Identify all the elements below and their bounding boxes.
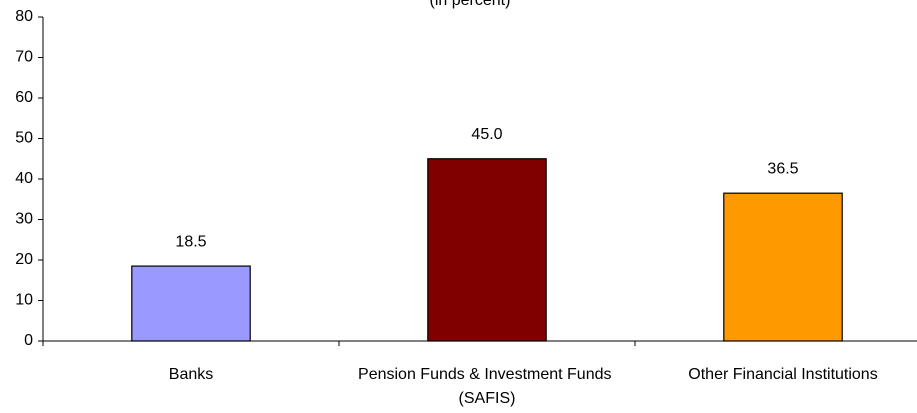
x-tick-label: Other Financial Institutions — [688, 366, 877, 383]
y-tick-label: 40 — [15, 170, 33, 187]
y-tick-label: 80 — [15, 8, 33, 25]
y-tick-label: 0 — [24, 332, 33, 349]
bar — [427, 158, 547, 342]
bar — [131, 265, 251, 342]
y-tick-label: 20 — [15, 251, 33, 268]
x-tick-label: Banks — [169, 366, 213, 383]
bar — [723, 192, 843, 342]
data-label: 45.0 — [471, 126, 502, 143]
y-tick-label: 60 — [15, 89, 33, 106]
data-label: 36.5 — [767, 160, 798, 177]
y-tick-label: 70 — [15, 49, 33, 66]
data-label: 18.5 — [175, 233, 206, 250]
y-tick-label: 10 — [15, 292, 33, 309]
x-tick-label: Pension Funds & Investment Funds (SAFIS) — [358, 366, 616, 407]
y-tick-label: 50 — [15, 130, 33, 147]
y-tick-label: 30 — [15, 211, 33, 228]
chart-title: (in percent) — [430, 0, 511, 9]
